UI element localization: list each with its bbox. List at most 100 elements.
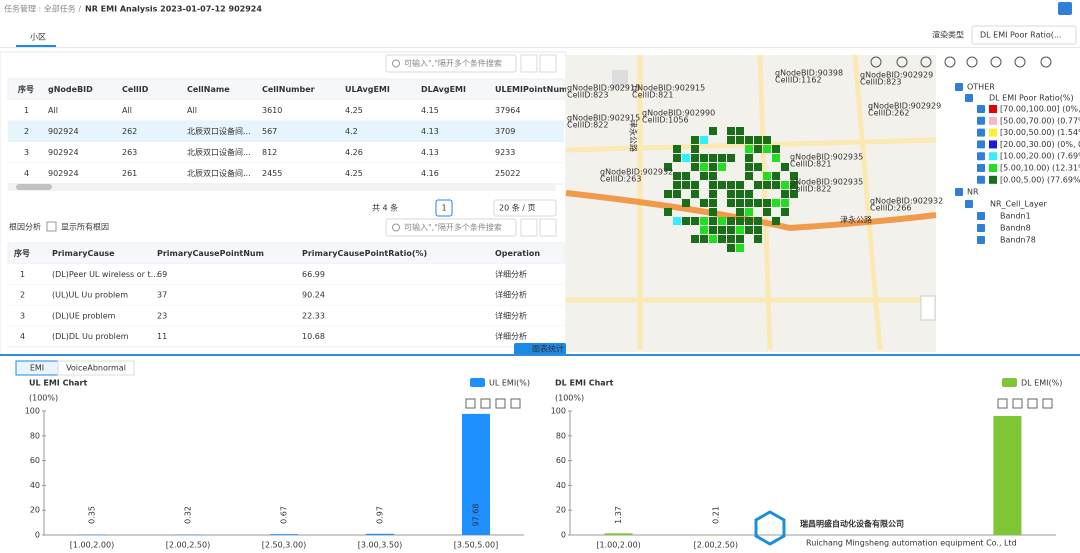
filter-button[interactable] (520, 218, 538, 237)
x-tick-label: [1.00,2.00) (596, 541, 640, 550)
table-row[interactable] (8, 163, 564, 184)
tree-checkbox[interactable] (977, 212, 985, 220)
column-header: ULAvgEMI (345, 85, 390, 94)
checkbox-label: 显示所有根因 (61, 222, 109, 232)
map-tool[interactable] (920, 56, 932, 68)
value-label: 1.37 (614, 506, 623, 524)
chart-tool[interactable] (997, 398, 1008, 409)
chart-tool[interactable] (1012, 398, 1023, 409)
table-cell[interactable]: 详细分析 (495, 290, 527, 300)
page-current[interactable] (435, 199, 453, 217)
search-box[interactable] (385, 54, 517, 73)
map-tool[interactable] (1014, 56, 1026, 68)
table-cell[interactable]: 详细分析 (495, 269, 527, 279)
y-tick-label: 80 (556, 431, 566, 440)
tree-node: OTHER (967, 83, 995, 92)
table-cell: 90.24 (302, 291, 325, 300)
search-box[interactable] (385, 218, 517, 237)
chart-button[interactable] (514, 343, 566, 355)
map-tool[interactable] (990, 56, 1002, 68)
tree-checkbox[interactable] (977, 152, 985, 161)
render-select[interactable] (971, 25, 1077, 45)
map-label: CellID:821 (632, 91, 673, 100)
tree-checkbox[interactable] (955, 188, 963, 196)
map-cell (781, 163, 789, 171)
map-cell (718, 163, 726, 171)
value-label: 0.67 (280, 506, 289, 524)
chart-tool[interactable] (1042, 398, 1053, 409)
map-tool[interactable] (1040, 56, 1052, 68)
table-row[interactable] (8, 142, 564, 163)
table-cell: 北辰双口设备间... (187, 168, 251, 178)
chart-tool[interactable] (510, 398, 521, 409)
legend-range: [50.00,70.00) (0.77% (1000, 116, 1080, 125)
map-label: gNodeBID:902932 (870, 197, 943, 206)
map-cell (718, 217, 726, 225)
table-row[interactable] (8, 264, 564, 285)
map-cell (781, 199, 789, 207)
map-cell (745, 199, 753, 207)
map-cell (700, 163, 708, 171)
legend-swatch[interactable] (470, 378, 485, 387)
table-row[interactable] (8, 305, 564, 327)
tree-band: Bandn78 (1000, 236, 1036, 245)
x-tick-label: [3.00,3.50) (358, 541, 402, 550)
chart-tool[interactable] (495, 398, 506, 409)
header-icon[interactable] (1058, 2, 1072, 15)
map-cell (745, 145, 753, 153)
tab-divider (0, 47, 1080, 48)
table-cell: 1 (24, 106, 29, 115)
map-cell (772, 154, 780, 162)
legend-range: [5.00,10.00) (12.31% (1000, 164, 1080, 173)
map-cell (736, 136, 744, 144)
tree-checkbox[interactable] (977, 128, 985, 137)
table-cell: 812 (262, 148, 277, 157)
map-tool[interactable] (944, 56, 956, 68)
table-cell: 22.33 (302, 311, 325, 320)
tree-checkbox[interactable] (965, 200, 973, 208)
chart-tool[interactable] (480, 398, 491, 409)
map-cell (709, 199, 717, 207)
legend-swatch[interactable] (1002, 378, 1017, 387)
checkbox[interactable] (46, 221, 57, 232)
tree-checkbox[interactable] (965, 94, 973, 102)
tree-checkbox[interactable] (977, 236, 985, 244)
tree-checkbox[interactable] (977, 105, 985, 113)
table-row[interactable] (8, 326, 564, 347)
legend-swatch (989, 128, 997, 137)
chart-tool[interactable] (1027, 398, 1038, 409)
table-row[interactable] (8, 121, 564, 142)
table-row[interactable] (8, 100, 564, 121)
map-cell (727, 181, 735, 189)
chart-tool[interactable] (465, 398, 476, 409)
table-cell[interactable]: 详细分析 (495, 331, 527, 341)
column-header: DLAvgEMI (421, 85, 466, 94)
filter-button[interactable] (520, 54, 538, 73)
table-row[interactable] (8, 284, 564, 306)
tree-checkbox[interactable] (977, 224, 985, 232)
map-layer-button[interactable] (920, 295, 936, 321)
map-cell (691, 136, 699, 144)
tree-checkbox[interactable] (977, 175, 985, 184)
legend-label: UL EMI(%) (489, 379, 530, 388)
tree-checkbox[interactable] (977, 164, 985, 172)
search-icon (392, 223, 400, 232)
column-button[interactable] (539, 218, 557, 237)
map-tool[interactable] (870, 56, 882, 68)
table-cell[interactable]: 详细分析 (495, 310, 527, 320)
page-size[interactable] (493, 199, 557, 217)
column-button[interactable] (539, 54, 557, 73)
bottom-tab[interactable] (57, 360, 135, 376)
tree-node: DL EMI Poor Ratio(%) (989, 94, 1074, 103)
table-cell: All (187, 106, 197, 115)
tree-checkbox[interactable] (977, 140, 985, 149)
map-cell (763, 208, 771, 216)
map-cell (781, 181, 789, 189)
map-tool[interactable] (896, 56, 908, 68)
tree-checkbox[interactable] (955, 83, 963, 91)
map-tool[interactable] (966, 56, 978, 68)
tree-checkbox[interactable] (977, 116, 985, 125)
map-cell (754, 163, 762, 171)
map-cell (709, 190, 717, 198)
bar (366, 533, 394, 535)
